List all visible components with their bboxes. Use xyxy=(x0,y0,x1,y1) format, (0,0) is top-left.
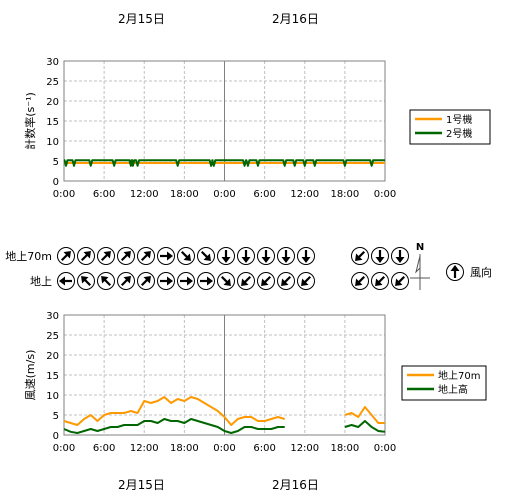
compass-icon: N xyxy=(410,242,430,290)
plot-frame xyxy=(63,314,386,436)
wind-arrow-icon xyxy=(97,247,115,265)
y-axis-label: 風速(m/s) xyxy=(24,350,37,401)
wind-arrow-icon xyxy=(391,272,409,290)
x-tick-label: 0:00 xyxy=(374,189,396,200)
x-tick-label: 6:00 xyxy=(93,443,115,454)
wind-arrow-icon xyxy=(177,247,195,265)
x-tick-label: 0:00 xyxy=(213,189,235,200)
y-tick-label: 25 xyxy=(46,331,59,342)
wind-arrow-icon xyxy=(237,272,255,290)
y-tick-label: 15 xyxy=(46,117,59,128)
wind-arrow-icon xyxy=(237,247,255,265)
x-tick-label: 6:00 xyxy=(253,443,275,454)
wind-arrow-icon xyxy=(177,272,195,290)
legend-box xyxy=(401,365,487,401)
x-tick-label: 18:00 xyxy=(330,443,359,454)
y-tick-label: 30 xyxy=(46,311,59,322)
wind-arrow-icon xyxy=(117,272,135,290)
x-tick-label: 6:00 xyxy=(253,189,275,200)
date-label-day1: 2月15日 xyxy=(118,12,165,26)
x-tick-label: 0:00 xyxy=(213,443,235,454)
x-tick-label: 18:00 xyxy=(330,189,359,200)
y-tick-label: 10 xyxy=(46,391,59,402)
plot-frame xyxy=(63,60,386,182)
wind-arrow-icon xyxy=(197,272,215,290)
y-tick-label: 0 xyxy=(53,431,59,442)
wind-arrow-icon xyxy=(197,247,215,265)
wind-arrow-icon xyxy=(277,247,295,265)
y-tick-label: 30 xyxy=(46,57,59,68)
date-label-day1-bottom: 2月15日 xyxy=(118,478,165,492)
wind-arrow-icon xyxy=(351,247,369,265)
legend-label: 2号機 xyxy=(446,127,472,140)
wind-arrow-icon xyxy=(77,247,95,265)
wind-arrow-icon xyxy=(297,247,315,265)
y-tick-label: 15 xyxy=(46,371,59,382)
wind-arrow-icon xyxy=(277,272,295,290)
wind-arrow-icon xyxy=(391,247,409,265)
date-label-day2: 2月16日 xyxy=(272,12,319,26)
wind-arrow-icon xyxy=(297,272,315,290)
wind-arrow-icon xyxy=(351,272,369,290)
series-line-1 xyxy=(344,406,385,424)
wind-arrow-icon xyxy=(157,272,175,290)
wind-row-label: 地上 xyxy=(30,275,52,288)
legend-box xyxy=(409,109,491,145)
x-tick-label: 12:00 xyxy=(290,443,319,454)
x-tick-label: 12:00 xyxy=(290,189,319,200)
wind-direction-legend-label: 風向 xyxy=(470,265,492,279)
wind-arrow-icon xyxy=(371,247,389,265)
y-tick-label: 5 xyxy=(53,157,59,168)
wind-arrow-icon xyxy=(217,247,235,265)
x-tick-label: 0:00 xyxy=(53,443,75,454)
x-tick-label: 18:00 xyxy=(170,189,199,200)
chart-1: 0 5 10 15 20 25 30 0:00 6:00 12:00 18:00 0:00 6:00 12… xyxy=(23,57,491,200)
series-line-2 xyxy=(63,159,385,167)
wind-arrow-icon xyxy=(117,247,135,265)
y-axis-label: 計数率(s⁻¹) xyxy=(23,92,37,150)
wind-arrow-icon xyxy=(257,247,275,265)
y-tick-label: 20 xyxy=(46,97,59,108)
legend-label: 地上70m xyxy=(438,369,480,382)
wind-arrow-icon xyxy=(371,272,389,290)
y-tick-label: 20 xyxy=(46,351,59,362)
arrow-up-icon xyxy=(446,263,464,281)
wind-arrow-icon xyxy=(137,272,155,290)
series-line-2 xyxy=(344,420,386,433)
x-tick-label: 6:00 xyxy=(93,189,115,200)
wind-arrow-icon xyxy=(217,272,235,290)
x-tick-label: 12:00 xyxy=(130,443,159,454)
wind-arrow-icon xyxy=(77,272,95,290)
series-line-1 xyxy=(63,396,285,426)
legend-label: 1号機 xyxy=(446,113,472,126)
wind-arrow-icon xyxy=(257,272,275,290)
y-tick-label: 0 xyxy=(53,177,59,188)
chart-2: 0 5 10 15 20 25 30 0:00 6:00 12:00 18:00 0:00 6:00 12… xyxy=(24,311,487,454)
legend-label: 地上高 xyxy=(438,383,468,396)
wind-arrow-icon xyxy=(57,272,75,290)
y-tick-label: 5 xyxy=(53,411,59,422)
wind-arrow-icon xyxy=(157,247,175,265)
wind-arrow-icon xyxy=(137,247,155,265)
x-tick-label: 0:00 xyxy=(374,443,396,454)
x-tick-label: 12:00 xyxy=(130,189,159,200)
x-tick-label: 0:00 xyxy=(53,189,75,200)
x-tick-label: 18:00 xyxy=(170,443,199,454)
y-tick-label: 10 xyxy=(46,137,59,148)
wind-arrow-icon xyxy=(57,247,75,265)
y-tick-label: 25 xyxy=(46,77,59,88)
series-line-2 xyxy=(63,418,285,434)
wind-arrow-icon xyxy=(97,272,115,290)
compass-north-label: N xyxy=(416,242,424,253)
wind-row-label: 地上70m xyxy=(5,250,52,263)
date-label-day2-bottom: 2月16日 xyxy=(272,478,319,492)
